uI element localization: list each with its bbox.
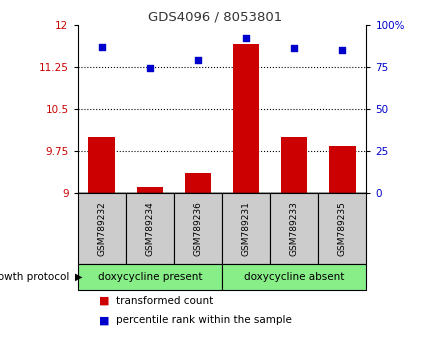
Point [338,47,345,53]
Text: ■: ■ [99,315,109,325]
Bar [232,44,259,193]
Text: percentile rank within the sample: percentile rank within the sample [116,315,292,325]
Text: transformed count: transformed count [116,296,213,306]
Bar [317,193,366,264]
Bar [77,193,126,264]
Text: GSM789232: GSM789232 [97,201,106,256]
Text: growth protocol: growth protocol [0,272,69,282]
Text: doxycycline present: doxycycline present [97,272,202,282]
Text: GSM789234: GSM789234 [145,201,154,256]
Point [242,35,249,41]
Bar [173,193,221,264]
Text: GSM789235: GSM789235 [337,201,346,256]
Bar [77,264,221,290]
Bar [136,187,163,193]
Bar [270,193,317,264]
Bar [328,147,355,193]
Text: doxycycline absent: doxycycline absent [243,272,344,282]
Text: GSM789236: GSM789236 [193,201,202,256]
Point [194,57,201,63]
Point [98,44,105,50]
Text: GDS4096 / 8053801: GDS4096 / 8053801 [148,11,282,24]
Point [146,66,153,72]
Bar [184,173,211,193]
Bar [126,193,173,264]
Text: ■: ■ [99,296,109,306]
Bar [280,137,307,193]
Point [290,46,297,51]
Bar [88,137,115,193]
Bar [221,193,270,264]
Text: GSM789233: GSM789233 [289,201,298,256]
Text: GSM789231: GSM789231 [241,201,250,256]
Text: ▶: ▶ [75,272,83,282]
Bar [221,264,366,290]
